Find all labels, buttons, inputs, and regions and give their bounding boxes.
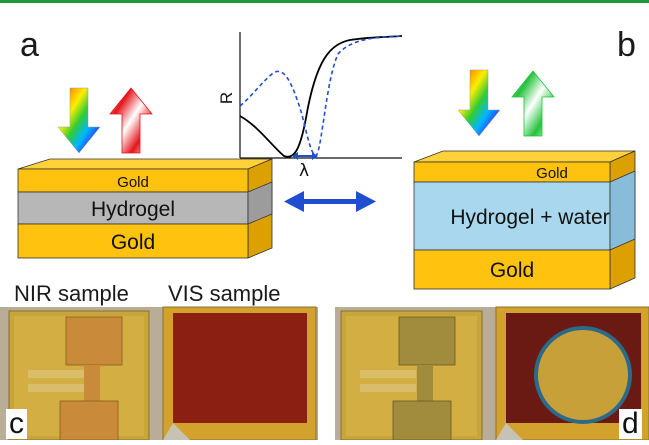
graph-y-label: R — [217, 92, 236, 104]
panel-label-c: c — [6, 409, 27, 439]
nir-stem — [84, 365, 100, 401]
nir-stem-wet — [417, 365, 433, 401]
graph-x-label: λ — [299, 161, 309, 181]
rainbow-down-arrow-icon — [57, 87, 101, 154]
nir-bottom-pad-wet — [392, 400, 452, 441]
red-up-arrow-icon — [109, 87, 153, 154]
shift-arrow-left-icon — [292, 152, 298, 160]
panel-label-b: b — [617, 26, 636, 64]
double-headed-arrow-icon — [284, 191, 376, 212]
panel-label-d: d — [619, 409, 642, 439]
stack-b-middle-label: Hydrogel + water — [450, 206, 609, 229]
vis-chip-corner — [163, 423, 190, 440]
top-rule — [0, 0, 649, 3]
stack-b: Gold Hydrogel + water Gold — [413, 150, 636, 290]
stack-b-bottom-label: Gold — [490, 259, 534, 282]
stack-a-top-face — [17, 158, 273, 170]
stack-b-hydrogel-water — [413, 181, 611, 251]
green-up-arrow-icon — [511, 70, 555, 137]
stack-a-hydrogel — [17, 191, 249, 225]
stack-a-middle-label: Hydrogel — [91, 198, 175, 221]
vis-sample-red-area — [173, 313, 307, 423]
stack-b-side-hydrogel — [609, 170, 636, 251]
nir-bottom-pad — [59, 400, 119, 441]
solid-reflectance-curve — [239, 35, 403, 158]
nir-finger-wet-1 — [360, 370, 416, 378]
stack-a-side-hydrogel — [247, 181, 273, 225]
dashed-reflectance-curve — [239, 35, 403, 157]
stack-b-top-face — [413, 150, 636, 163]
stack-a-top-label: Gold — [117, 174, 149, 191]
reflectance-graph: R λ — [217, 32, 403, 181]
nir-sample-caption: NIR sample — [14, 281, 129, 306]
nir-finger-1 — [28, 370, 84, 378]
stack-b-top-gold — [413, 161, 611, 183]
nir-top-pad-wet — [398, 316, 456, 366]
vis-chip-corner-wet — [496, 423, 523, 440]
photo-c — [0, 306, 318, 441]
stack-a: Gold Hydrogel Gold — [17, 158, 273, 259]
nir-finger-wet-2 — [360, 384, 416, 392]
nir-finger-2 — [28, 384, 84, 392]
rainbow-down-arrow-icon — [457, 69, 501, 137]
panel-label-a: a — [20, 26, 39, 64]
stack-b-bottom-gold — [413, 249, 611, 290]
photo-d — [335, 306, 649, 441]
vis-sample-caption: VIS sample — [168, 281, 281, 306]
nir-top-pad — [65, 316, 123, 366]
stack-a-bottom-gold — [17, 223, 249, 259]
stack-a-bottom-label: Gold — [111, 231, 155, 254]
swollen-hydrogel-disk — [534, 326, 632, 424]
shift-arrow-right-icon — [312, 152, 318, 160]
stack-b-top-label: Gold — [536, 165, 568, 182]
